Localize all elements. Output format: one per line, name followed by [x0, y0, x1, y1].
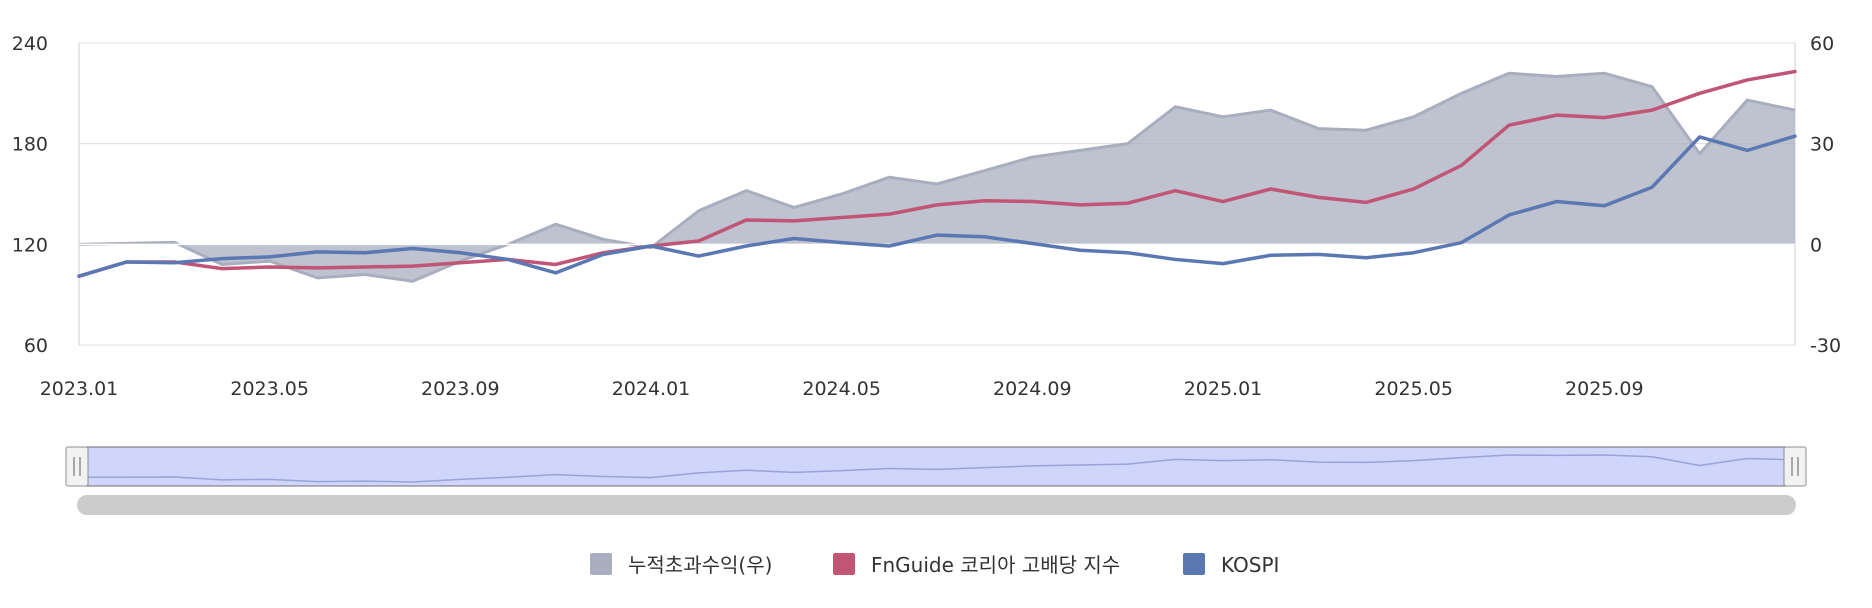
navigator-handle-right[interactable] — [1783, 446, 1807, 487]
legend: 누적초과수익(우) FnGuide 코리아 고배당 지수 KOSPI — [590, 553, 1279, 577]
navigator-series — [78, 454, 1796, 483]
x-axis-tick-label: 2024.09 — [993, 378, 1072, 400]
excess-return-area-outline — [78, 71, 1796, 283]
legend-item[interactable]: KOSPI — [1183, 553, 1279, 577]
navigator-scrollbar[interactable] — [77, 495, 1796, 515]
left-axis-tick-label: 180 — [12, 134, 48, 156]
kospi-line — [77, 134, 1797, 278]
left-axis-tick-label: 240 — [12, 33, 48, 55]
right-axis-tick-label: 60 — [1810, 33, 1834, 55]
fnguide-high-dividend-line — [77, 69, 1797, 278]
line-layer — [77, 69, 1797, 278]
navigator[interactable] — [65, 446, 1807, 515]
legend-item[interactable]: 누적초과수익(우) — [590, 553, 772, 577]
x-axis-tick-label: 2023.05 — [230, 378, 309, 400]
left-axis-tick-label: 120 — [12, 234, 48, 256]
x-axis-tick-label: 2025.05 — [1374, 378, 1453, 400]
legend-swatch — [833, 553, 855, 575]
right-axis-tick-label: 0 — [1810, 234, 1822, 256]
navigator-handle-left[interactable] — [65, 446, 89, 487]
x-axis-tick-label: 2025.09 — [1565, 378, 1644, 400]
navigator-range[interactable] — [78, 446, 1796, 487]
x-axis-tick-label: 2024.05 — [802, 378, 881, 400]
handle-body[interactable] — [65, 446, 89, 487]
legend-swatch — [1183, 553, 1205, 575]
legend-swatch — [590, 553, 612, 575]
legend-label: 누적초과수익(우) — [628, 553, 772, 577]
x-axis-tick-label: 2023.09 — [421, 378, 500, 400]
left-axis-tick-label: 60 — [24, 335, 48, 357]
excess-return-area — [79, 73, 1795, 282]
x-axis-tick-label: 2025.01 — [1184, 378, 1263, 400]
area-layer — [78, 71, 1796, 283]
legend-label: KOSPI — [1221, 553, 1279, 577]
handle-body[interactable] — [1783, 446, 1807, 487]
axis-layer: 240 180 120 60 60 30 0 -30 2023.01 2023.05 2023.09… — [12, 33, 1841, 400]
legend-label: FnGuide 코리아 고배당 지수 — [871, 553, 1120, 577]
x-axis-tick-label: 2023.01 — [40, 378, 119, 400]
legend-item[interactable]: FnGuide 코리아 고배당 지수 — [833, 553, 1120, 577]
x-axis-tick-label: 2024.01 — [612, 378, 691, 400]
right-axis-tick-label: 30 — [1810, 134, 1834, 156]
right-axis-tick-label: -30 — [1810, 335, 1841, 357]
